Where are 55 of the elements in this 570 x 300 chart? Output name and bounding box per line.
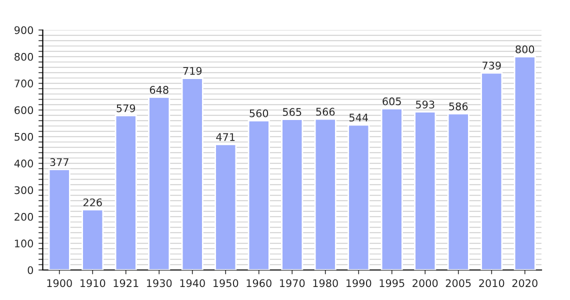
y-tick-label: 800 [14,52,34,61]
x-tick-label: 1990 [346,279,372,288]
data-label: 579 [116,104,136,112]
x-tick-label: 2005 [446,279,471,288]
data-label: 800 [516,45,534,54]
x-tick-label: 1910 [80,279,106,288]
x-tick-label: 1940 [180,279,205,288]
data-label: 544 [349,114,368,122]
data-label: 739 [482,62,501,70]
y-tick-label: 100 [14,240,34,248]
y-tick-label: 600 [14,106,34,114]
x-tick-label: 2000 [412,279,438,288]
bar [348,124,370,270]
bar [181,78,204,270]
bar [281,118,304,270]
data-label: 565 [282,108,302,116]
data-label: 648 [150,86,168,94]
x-tick-label: 1921 [114,279,138,288]
y-tick-label: 200 [14,212,34,221]
x-tick-label: 1930 [147,279,172,288]
y-tick-label: 400 [14,160,34,168]
x-tick-label: 1995 [380,279,404,288]
y-tick-label: 300 [14,186,34,194]
y-tick-label: 700 [14,80,34,88]
x-tick-label: 1900 [47,279,72,288]
bar [380,108,403,270]
y-tick-label: 500 [14,132,34,141]
bar [82,209,104,270]
bar [514,56,536,270]
x-tick-label: 1970 [280,279,305,288]
data-label: 226 [83,198,102,206]
data-label: 566 [316,108,335,116]
data-label: 719 [183,66,202,75]
bar [114,114,137,270]
bar [480,72,503,270]
y-tick-label: 900 [14,26,34,34]
x-tick-label: 1950 [214,279,238,288]
bar [148,96,170,270]
x-tick-label: 1960 [246,279,272,288]
bar [48,168,70,270]
bar [414,111,436,270]
y-tick-label: 0 [28,266,34,274]
data-label: 586 [449,102,468,110]
data-label: 560 [250,109,268,118]
data-label: 377 [50,158,68,166]
data-label: 605 [382,97,401,106]
x-tick-label: 2010 [479,279,504,288]
bar [214,144,237,270]
x-tick-label: 2020 [512,279,538,288]
bar [314,118,336,270]
bar [447,113,470,270]
bar [248,120,270,270]
data-label: 471 [216,133,235,141]
x-tick-label: 1980 [313,279,338,288]
data-label: 593 [416,100,434,108]
